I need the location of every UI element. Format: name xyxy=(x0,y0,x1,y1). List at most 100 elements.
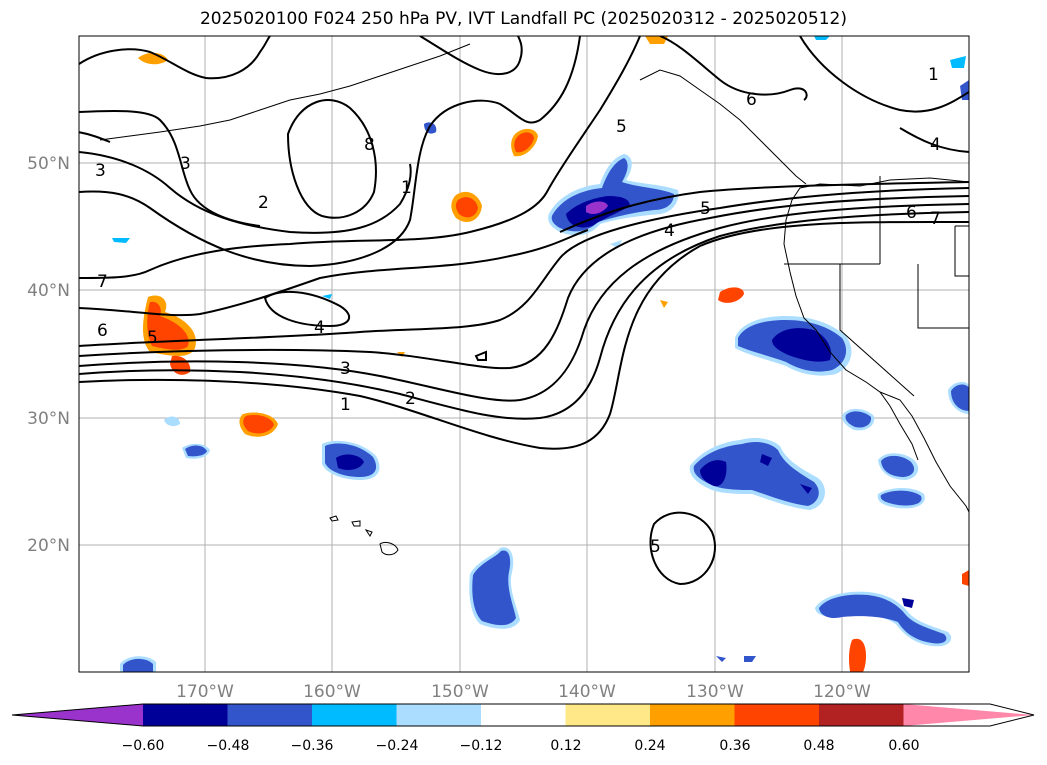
shade-navy-region xyxy=(700,460,727,487)
colorbar-segments xyxy=(12,704,1034,726)
contour-label: 6 xyxy=(97,321,108,341)
shade-blue-region xyxy=(472,550,516,626)
colorbar-segment xyxy=(143,704,228,726)
contour-label: 5 xyxy=(700,199,711,219)
shade-red-region xyxy=(514,132,534,153)
contour-label: 1 xyxy=(401,178,412,198)
contour-line xyxy=(79,36,641,279)
contour-label: 8 xyxy=(364,135,375,155)
contour-label: 4 xyxy=(930,135,941,155)
lon-label: 120°W xyxy=(813,682,871,702)
coastlines xyxy=(99,43,969,513)
contour-line xyxy=(79,36,271,80)
contour-label: 3 xyxy=(95,161,106,181)
contour-label: 5 xyxy=(616,117,627,137)
contour-label: 7 xyxy=(930,209,941,229)
shade-blue-region xyxy=(123,658,153,672)
shade-navy-region xyxy=(760,454,772,466)
shade-light-region xyxy=(814,36,830,40)
contour-label: 6 xyxy=(906,203,917,223)
shade-blue-region xyxy=(185,445,207,457)
colorbar-tick-label: −0.60 xyxy=(122,738,165,754)
shade-light-region xyxy=(744,656,756,662)
shade-orange-region xyxy=(660,300,668,308)
contour-line xyxy=(286,99,377,219)
shade-red-region xyxy=(243,415,274,434)
colorbar-tick-label: 0.48 xyxy=(803,738,834,754)
contour-label: 2 xyxy=(258,193,269,213)
pv-shading xyxy=(112,36,969,672)
contour-line xyxy=(263,290,351,328)
shade-blue-region xyxy=(693,442,819,506)
contour-label: 3 xyxy=(340,359,351,379)
shade-blue-region xyxy=(819,594,947,644)
colorbar-tick-label: 0.24 xyxy=(634,738,665,754)
contour-line xyxy=(79,151,412,234)
coastline-baja xyxy=(879,391,919,461)
shade-navy-region xyxy=(902,598,914,608)
pv-contours xyxy=(79,36,969,586)
contour-label: 7 xyxy=(97,272,108,292)
contour-label: 4 xyxy=(314,318,325,338)
colorbar-segment xyxy=(734,704,820,726)
contour-line xyxy=(649,511,717,586)
colorbar-segment xyxy=(396,704,482,726)
shade-orange-region xyxy=(718,287,744,303)
lat-label: 30°N xyxy=(27,409,70,429)
contour-line xyxy=(474,350,487,361)
colorbar-tick-label: −0.12 xyxy=(460,738,503,754)
contour-line xyxy=(79,36,581,268)
colorbar-segment xyxy=(312,704,397,726)
coastline-north-america xyxy=(783,177,969,513)
colorbar-extend-right xyxy=(903,704,1034,726)
shade-navy-region xyxy=(336,454,364,470)
colorbar-segment xyxy=(481,704,566,726)
contour-line xyxy=(79,211,969,420)
coastline-aleutians xyxy=(99,43,471,141)
contour-label: 1 xyxy=(340,395,351,415)
us-state-borders xyxy=(784,176,969,397)
colorbar-tick-label: 0.12 xyxy=(550,738,581,754)
contour-label: 1 xyxy=(928,65,939,85)
contour-label: 5 xyxy=(147,328,158,348)
lon-label: 130°W xyxy=(686,682,744,702)
contour-labels: 1 2 3 4 5 6 7 8 1 2 3 3 4 5 5 6 7 1 4 5 … xyxy=(95,65,941,557)
coastline-alaska xyxy=(639,69,807,185)
shade-blue-region xyxy=(881,455,915,477)
lat-label: 40°N xyxy=(27,281,70,301)
colorbar-tick-label: 0.60 xyxy=(888,738,919,754)
colorbar: −0.60 −0.48 −0.36 −0.24 −0.12 0.12 0.24 … xyxy=(11,703,1035,754)
contour-line xyxy=(79,229,589,317)
lon-label: 150°W xyxy=(431,682,489,702)
shade-light-region xyxy=(322,294,332,299)
colorbar-tick-label: 0.36 xyxy=(719,738,750,754)
colorbar-tick-label: −0.48 xyxy=(207,738,250,754)
colorbar-extend-left xyxy=(12,704,143,726)
colorbar-segment xyxy=(650,704,735,726)
contour-line xyxy=(79,220,969,450)
contour-line xyxy=(899,127,969,153)
shade-purple-region xyxy=(586,201,608,214)
lon-label: 160°W xyxy=(303,682,361,702)
map-frame xyxy=(78,35,970,673)
shade-orange-region xyxy=(138,52,168,65)
contour-line xyxy=(659,36,808,101)
shade-navy-region xyxy=(800,484,812,494)
lat-label: 20°N xyxy=(27,536,70,556)
shade-orange-region xyxy=(962,570,969,586)
shade-light-region xyxy=(716,656,726,662)
contour-label: 5 xyxy=(650,537,661,557)
colorbar-outline xyxy=(11,703,1035,727)
contour-line xyxy=(79,131,111,143)
lat-labels: 50°N 40°N 30°N 20°N xyxy=(27,154,70,556)
shade-orange-region xyxy=(849,638,866,672)
shade-light-region xyxy=(950,56,966,68)
contour-line xyxy=(79,203,969,402)
lon-label: 140°W xyxy=(558,682,616,702)
contour-line xyxy=(799,36,969,113)
shade-blue-region xyxy=(880,490,922,506)
contour-line xyxy=(79,187,969,347)
contour-line xyxy=(79,195,969,370)
lat-label: 50°N xyxy=(27,154,70,174)
shade-blue-region xyxy=(845,411,872,428)
